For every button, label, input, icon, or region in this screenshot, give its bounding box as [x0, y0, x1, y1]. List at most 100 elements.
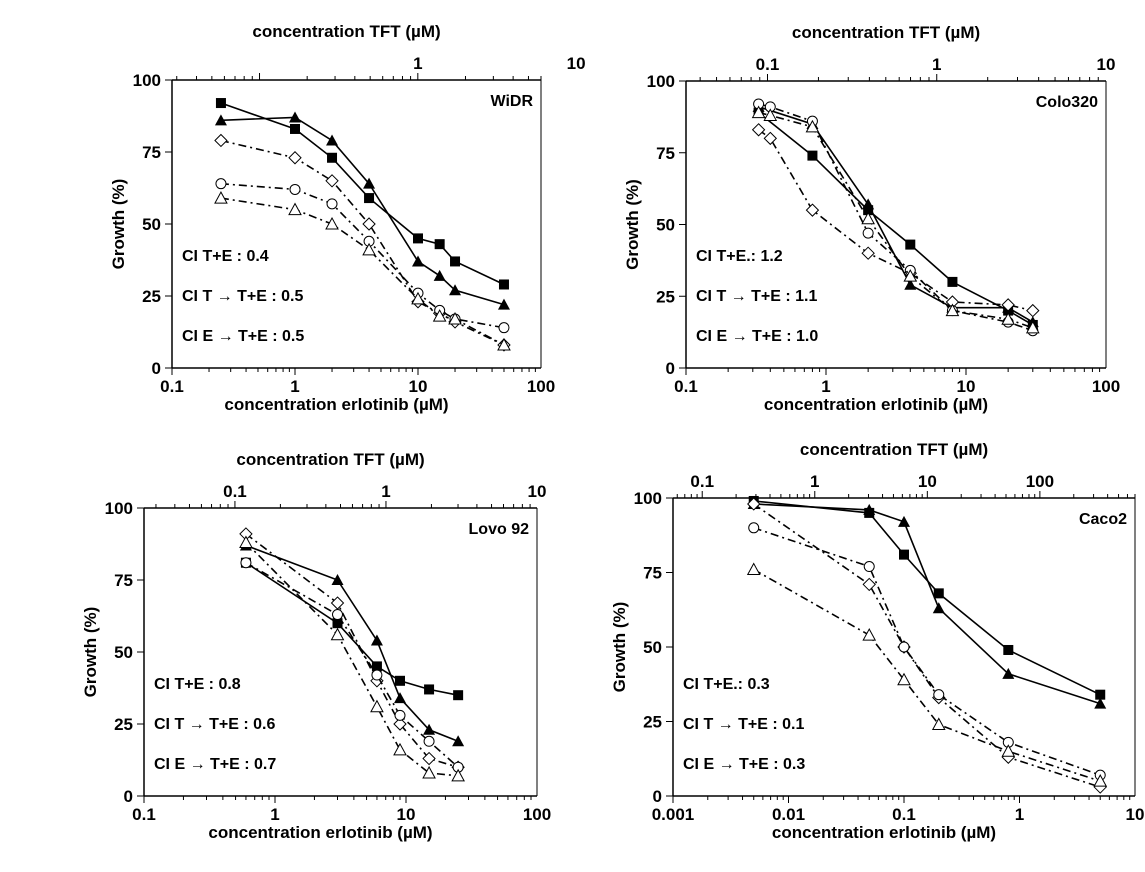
marker-triangle-filled: [394, 692, 407, 704]
marker-triangle-filled: [433, 269, 446, 281]
marker-triangle-open: [393, 742, 407, 756]
y-tick-label: 75: [656, 144, 675, 163]
ci-annotation: CI T+E : 0.8: [154, 676, 241, 693]
marker-circle: [326, 198, 338, 210]
x-tick-label: 10: [409, 377, 428, 396]
marker-triangle-open: [862, 628, 877, 641]
marker-triangle-open: [239, 535, 253, 549]
series-line-2: [245, 544, 459, 743]
x-tick-label: 0.1: [892, 805, 916, 824]
marker-square: [434, 239, 445, 250]
marker-square: [215, 98, 226, 109]
x-tick-label: 100: [527, 377, 555, 396]
marker-triangle-filled: [1002, 667, 1015, 679]
series-line-4: [758, 103, 1034, 332]
y-axis-title: Growth (%): [610, 602, 629, 693]
y-tick-label: 50: [643, 638, 662, 657]
marker-triangle-open: [422, 765, 436, 779]
x-tick-label: 0.1: [132, 805, 156, 824]
ci-annotation: CI T → T+E : 0.6: [154, 716, 275, 733]
marker-triangle-filled: [932, 602, 945, 614]
marker-square: [450, 256, 461, 267]
marker-circle: [215, 178, 227, 190]
y-axis-title: Growth (%): [623, 179, 642, 270]
marker-circle: [423, 735, 435, 747]
marker-triangle-open: [362, 242, 376, 256]
panel-title: Lovo 92: [469, 521, 530, 538]
marker-diamond: [214, 133, 228, 148]
marker-diamond: [861, 246, 875, 260]
marker-circle: [748, 522, 760, 534]
marker-triangle-open: [411, 291, 425, 305]
marker-triangle-open: [497, 337, 511, 351]
ci-annotation: CI T+E.: 1.2: [696, 248, 783, 265]
ci-annotation: CI E → T+E : 1.0: [696, 328, 818, 345]
marker-circle: [371, 669, 383, 681]
marker-diamond: [362, 217, 376, 231]
y-tick-label: 0: [152, 359, 161, 378]
marker-triangle-filled: [497, 298, 510, 310]
marker-triangle-filled: [326, 134, 339, 146]
y-tick-label: 75: [643, 564, 662, 583]
marker-square: [364, 193, 375, 204]
x-tick-label: 100: [523, 805, 551, 824]
series-line-5: [758, 111, 1034, 329]
marker-triangle-open: [288, 202, 302, 216]
x-tick-label: 0.1: [160, 377, 184, 396]
marker-triangle-open: [1093, 774, 1108, 787]
y-tick-label: 0: [666, 359, 675, 378]
x2-tick-label: 0.1: [690, 472, 714, 491]
x2-tick-label: 1: [932, 55, 941, 74]
marker-square: [1003, 644, 1014, 655]
marker-diamond: [288, 151, 302, 165]
y-tick-label: 50: [656, 216, 675, 235]
marker-square: [327, 152, 338, 163]
marker-triangle-filled: [214, 114, 227, 126]
x-tick-label: 10: [1126, 805, 1145, 824]
x-axis-title: concentration erlotinib (µM): [772, 823, 996, 842]
series-line-5: [753, 568, 1101, 782]
marker-square: [371, 661, 382, 672]
marker-triangle-filled: [331, 574, 344, 585]
marker-diamond: [393, 717, 407, 731]
ci-annotation: CI T+E.: 0.3: [683, 676, 770, 693]
marker-diamond: [805, 203, 820, 217]
marker-square: [863, 205, 874, 216]
marker-triangle-open: [945, 303, 960, 317]
y-tick-label: 0: [124, 787, 133, 806]
marker-triangle-filled: [289, 111, 301, 123]
x-tick-label: 100: [1092, 377, 1120, 396]
y-axis-title: Growth (%): [109, 179, 128, 270]
panel-title: Caco2: [1079, 511, 1127, 528]
marker-triangle-filled: [370, 634, 383, 646]
ci-annotation: CI E → T+E : 0.5: [182, 328, 304, 345]
marker-triangle-open: [448, 311, 462, 325]
marker-diamond: [422, 751, 436, 766]
marker-diamond: [330, 596, 345, 610]
x2-tick-label: 10: [1097, 55, 1116, 74]
x-tick-label: 0.001: [652, 805, 695, 824]
y-tick-label: 50: [142, 215, 161, 234]
marker-diamond: [325, 174, 339, 188]
y-tick-label: 50: [114, 643, 133, 662]
series-line-5: [245, 542, 459, 777]
x-tick-label: 1: [270, 805, 279, 824]
series-line-4: [245, 562, 459, 768]
panel-title: WiDR: [490, 93, 533, 110]
marker-triangle-filled: [363, 177, 376, 189]
marker-diamond: [1026, 303, 1040, 318]
marker-circle: [898, 641, 910, 653]
x2-tick-label: 1: [413, 54, 422, 73]
y-tick-label: 100: [133, 71, 161, 90]
marker-triangle-open: [931, 717, 946, 730]
marker-triangle-open: [746, 562, 761, 576]
marker-circle: [498, 322, 510, 334]
x-tick-label: 0.1: [674, 377, 698, 396]
marker-circle: [863, 561, 875, 573]
marker-circle: [289, 183, 301, 195]
marker-square: [332, 618, 343, 629]
ci-annotation: CI E → T+E : 0.7: [154, 756, 276, 773]
marker-triangle-open: [325, 216, 339, 230]
x2-axis-title: concentration TFT (µM): [236, 450, 424, 469]
